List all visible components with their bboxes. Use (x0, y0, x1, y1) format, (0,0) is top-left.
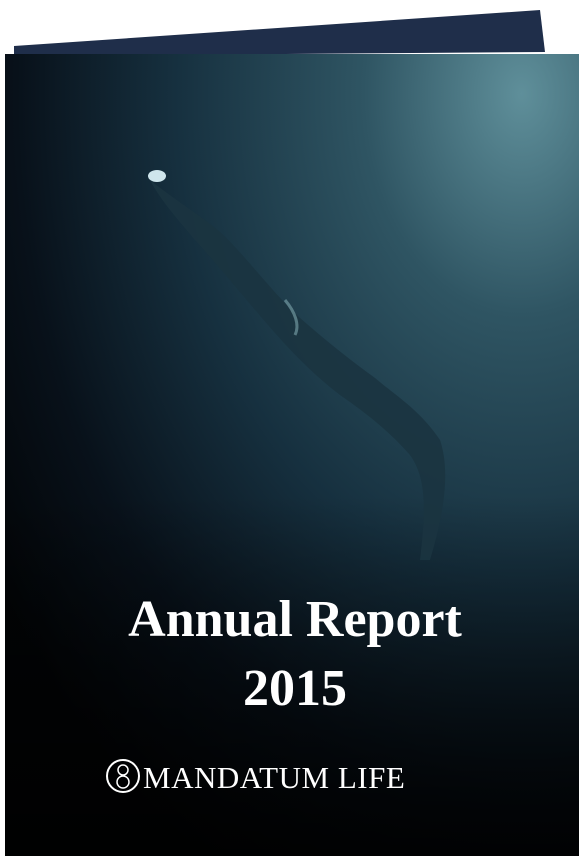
brand-name: MANDATUM LIFE (143, 760, 405, 795)
folder-back (14, 10, 545, 56)
cover-year: 2015 (243, 660, 347, 717)
cover-title: Annual Report (128, 591, 462, 648)
cover-shade (5, 54, 579, 856)
report-cover: Annual Report 2015 MANDATUM LIFE (0, 0, 581, 856)
page: Annual Report 2015 MANDATUM LIFE (() => … (0, 0, 581, 856)
